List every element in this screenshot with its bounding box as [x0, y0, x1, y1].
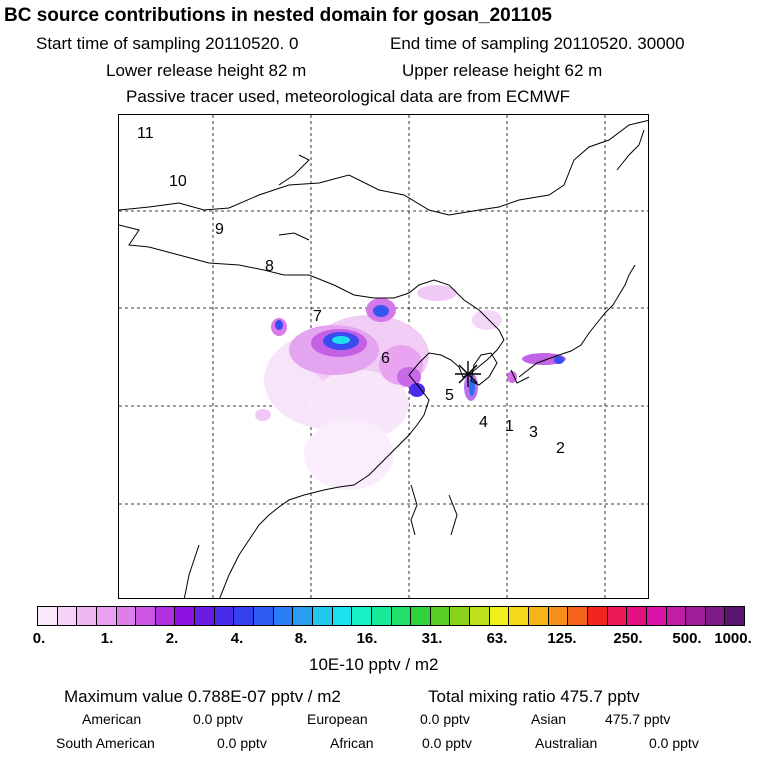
- color-scale-segment: [391, 607, 412, 625]
- lower-release-height: Lower release height 82 m: [106, 61, 307, 80]
- australian-value: 0.0 pptv: [649, 735, 699, 751]
- color-scale-segment: [234, 607, 255, 625]
- color-scale-segment: [607, 607, 628, 625]
- color-scale-segment: [77, 607, 97, 625]
- region-label-4: 4: [479, 414, 488, 431]
- upper-release-height: Upper release height 62 m: [402, 61, 603, 80]
- color-scale-segment: [96, 607, 117, 625]
- color-scale-segment: [509, 607, 530, 625]
- color-scale-segment: [195, 607, 215, 625]
- end-time: End time of sampling 20110520. 30000: [390, 34, 685, 53]
- color-scale-segment: [627, 607, 647, 625]
- scale-units: 10E-10 pptv / m2: [309, 655, 439, 674]
- color-scale-segment: [529, 607, 549, 625]
- color-scale-segment: [214, 607, 235, 625]
- color-scale-segment: [293, 607, 313, 625]
- concentration-plumes: [255, 285, 566, 490]
- european-value: 0.0 pptv: [420, 711, 470, 727]
- scale-tick-1: 1.: [100, 630, 114, 647]
- region-label-7: 7: [313, 308, 322, 325]
- color-scale-segment: [254, 607, 274, 625]
- color-scale-segment: [450, 607, 471, 625]
- color-scale-segment: [175, 607, 196, 625]
- region-label-10: 10: [169, 173, 187, 190]
- color-scale-segment: [332, 607, 353, 625]
- scale-tick-0: 0.: [32, 630, 46, 647]
- scale-tick-8: 8.: [294, 630, 308, 647]
- maximum-value: Maximum value 0.788E-07 pptv / m2: [64, 687, 341, 706]
- total-mixing-ratio: Total mixing ratio 475.7 pptv: [428, 687, 640, 706]
- receptor-star-marker: [455, 361, 481, 387]
- region-label-2: 2: [556, 440, 565, 457]
- map-panel: 11 10 9 8 7 6 5 4 1 3 2: [118, 114, 649, 599]
- asian-label: Asian: [531, 711, 567, 727]
- scale-tick-31: 31.: [421, 630, 443, 647]
- color-scale-segment: [352, 607, 372, 625]
- color-scale-segment: [38, 607, 58, 625]
- scale-tick-1000: 1000.: [714, 630, 752, 647]
- scale-tick-125: 125.: [547, 630, 577, 647]
- region-label-6: 6: [381, 350, 390, 367]
- asian-value: 475.7 pptv: [605, 711, 671, 727]
- color-scale-segment: [705, 607, 726, 625]
- plot-title: BC source contributions in nested domain…: [4, 5, 552, 26]
- color-scale-segment: [587, 607, 608, 625]
- map-canvas: [119, 115, 648, 598]
- scale-tick-250: 250.: [613, 630, 643, 647]
- color-scale-segment: [568, 607, 588, 625]
- scale-tick-4: 4.: [230, 630, 244, 647]
- color-scale-bar: [37, 606, 745, 626]
- european-label: European: [307, 711, 368, 727]
- scale-tick-2: 2.: [165, 630, 179, 647]
- color-scale-segment: [312, 607, 333, 625]
- color-scale-segment: [470, 607, 490, 625]
- region-label-8: 8: [265, 258, 274, 275]
- region-label-11: 11: [137, 125, 154, 142]
- color-scale-segment: [646, 607, 667, 625]
- color-scale-segment: [489, 607, 510, 625]
- color-scale-segment: [548, 607, 569, 625]
- australian-label: Australian: [535, 735, 598, 751]
- region-label-1: 1: [505, 418, 514, 435]
- tracer-info: Passive tracer used, meteorological data…: [126, 87, 571, 106]
- color-scale-segment: [273, 607, 294, 625]
- color-scale-segment: [155, 607, 176, 625]
- start-time: Start time of sampling 20110520. 0: [36, 34, 299, 53]
- color-scale-segment: [666, 607, 687, 625]
- color-scale-segment: [371, 607, 392, 625]
- african-label: African: [330, 735, 374, 751]
- american-value: 0.0 pptv: [193, 711, 243, 727]
- african-value: 0.0 pptv: [422, 735, 472, 751]
- south-american-value: 0.0 pptv: [217, 735, 267, 751]
- scale-tick-63: 63.: [486, 630, 508, 647]
- american-label: American: [82, 711, 142, 727]
- color-scale-segment: [116, 607, 137, 625]
- region-label-5: 5: [445, 387, 454, 404]
- color-scale-segment: [725, 607, 745, 625]
- coastlines: [119, 119, 648, 598]
- scale-tick-16: 16.: [356, 630, 378, 647]
- color-scale-segment: [57, 607, 78, 625]
- scale-tick-500: 500.: [672, 630, 702, 647]
- color-scale-segment: [136, 607, 156, 625]
- region-label-3: 3: [529, 424, 538, 441]
- color-scale-segment: [686, 607, 706, 625]
- color-scale-segment: [411, 607, 431, 625]
- region-label-9: 9: [215, 221, 224, 238]
- color-scale-segment: [430, 607, 451, 625]
- south-american-label: South American: [56, 735, 155, 751]
